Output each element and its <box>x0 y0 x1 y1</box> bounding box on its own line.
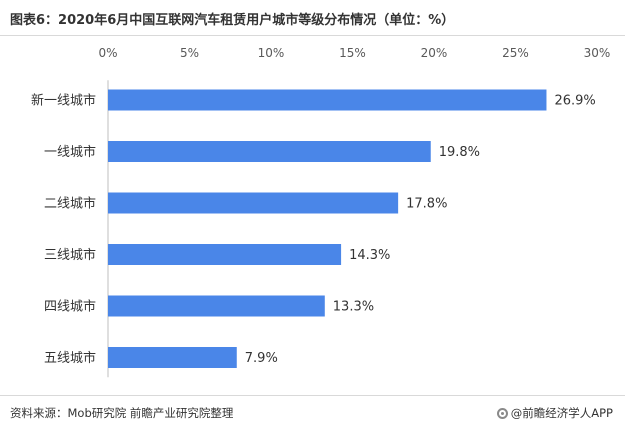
bar <box>108 141 431 162</box>
value-label: 19.8% <box>439 145 480 160</box>
title-divider <box>0 35 625 36</box>
bars <box>108 89 547 368</box>
category-label: 二线城市 <box>44 196 96 212</box>
source-note: 资料来源：Mob研究院 前瞻产业研究院整理 <box>10 406 234 420</box>
x-tick-label: 20% <box>421 46 448 60</box>
bar <box>108 192 399 214</box>
value-label: 13.3% <box>333 300 374 315</box>
x-tick-label: 5% <box>180 46 199 60</box>
footer-divider <box>0 395 625 396</box>
value-label: 17.8% <box>406 197 447 212</box>
brand-text: @前瞻经济学人APP <box>510 406 613 420</box>
brand-logo-icon <box>496 407 508 419</box>
bar <box>108 244 342 265</box>
x-axis-ticks: 0% 5% 10% 15% 20% 25% 30% <box>98 46 610 60</box>
category-label: 一线城市 <box>44 144 96 160</box>
value-labels: 26.9% 19.8% 17.8% 14.3% 13.3% 7.9% <box>245 94 596 367</box>
category-label: 三线城市 <box>44 247 96 263</box>
value-label: 7.9% <box>245 351 278 366</box>
bar <box>108 89 547 111</box>
category-label: 四线城市 <box>44 299 96 315</box>
x-tick-label: 15% <box>339 46 366 60</box>
bar <box>108 347 237 368</box>
category-label: 五线城市 <box>44 350 96 366</box>
category-label: 新一线城市 <box>31 93 96 109</box>
x-tick-label: 0% <box>98 46 117 60</box>
value-label: 14.3% <box>349 248 390 263</box>
bar-chart: 0% 5% 10% 15% 20% 25% 30% 新一线城市一线城市二线城市三线城市四线城… <box>31 46 610 378</box>
brand-attribution: @前瞻经济学人APP <box>496 405 613 421</box>
chart-title: 图表6：2020年6月中国互联网汽车租赁用户城市等级分布情况（单位：%） <box>10 13 455 28</box>
bar <box>108 295 325 317</box>
x-tick-label: 25% <box>502 46 529 60</box>
value-label: 26.9% <box>554 94 595 109</box>
x-tick-label: 10% <box>258 46 285 60</box>
x-tick-label: 30% <box>584 46 611 60</box>
